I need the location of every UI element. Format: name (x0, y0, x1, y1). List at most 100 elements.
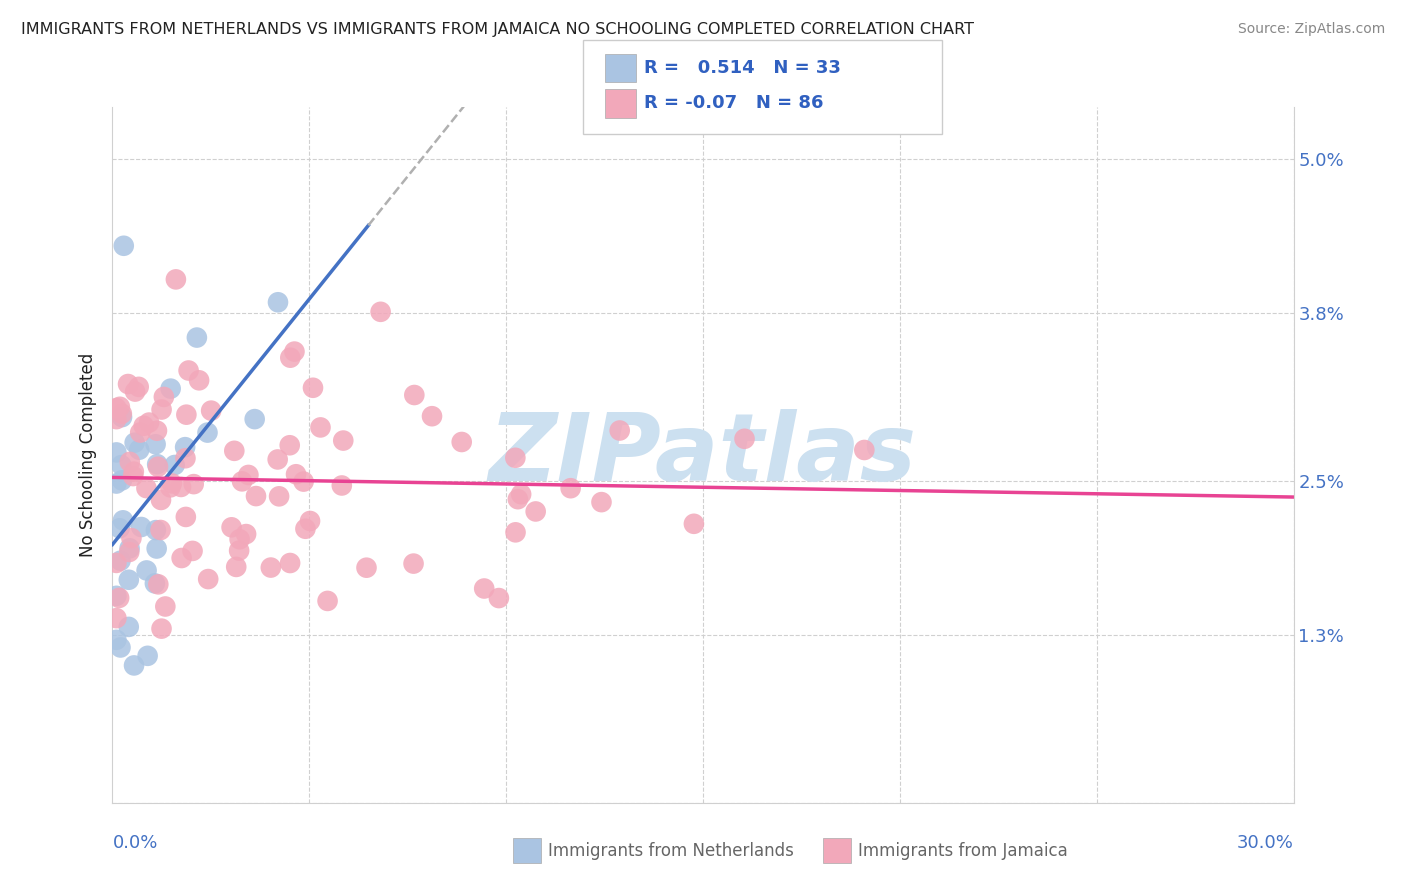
Point (283, 344, 305, 359)
Point (160, 476, 183, 491)
Point (110, 554, 132, 568)
Point (163, 458, 186, 472)
Point (260, 560, 283, 574)
Point (591, 495, 613, 509)
Point (278, 438, 301, 452)
Point (181, 544, 204, 558)
Point (266, 452, 288, 467)
Point (177, 363, 200, 377)
Point (105, 589, 128, 603)
Point (159, 480, 181, 494)
Point (118, 545, 141, 559)
Point (231, 475, 253, 489)
Point (235, 527, 257, 541)
Point (146, 424, 169, 438)
Point (302, 381, 325, 395)
Point (370, 305, 392, 319)
Point (853, 442, 876, 457)
Point (118, 541, 141, 556)
Point (200, 403, 222, 417)
Point (105, 401, 128, 415)
Point (609, 424, 631, 438)
Point (506, 492, 529, 507)
Point (136, 648, 159, 663)
Text: R = -0.07   N = 86: R = -0.07 N = 86 (644, 95, 824, 112)
Text: 0.0%: 0.0% (112, 834, 157, 852)
Point (117, 377, 139, 392)
Point (111, 410, 134, 425)
Point (150, 622, 173, 636)
Point (505, 450, 527, 465)
Point (135, 481, 157, 495)
Point (145, 541, 167, 556)
Point (472, 582, 495, 596)
Text: IMMIGRANTS FROM NETHERLANDS VS IMMIGRANTS FROM JAMAICA NO SCHOOLING COMPLETED CO: IMMIGRANTS FROM NETHERLANDS VS IMMIGRANT… (21, 22, 974, 37)
Point (146, 459, 169, 474)
Point (356, 560, 378, 574)
Point (278, 351, 301, 365)
Point (145, 437, 167, 451)
Point (560, 481, 582, 495)
Point (188, 373, 211, 387)
Point (402, 557, 425, 571)
Point (330, 478, 353, 492)
Text: Immigrants from Netherlands: Immigrants from Netherlands (548, 842, 794, 860)
Text: Source: ZipAtlas.com: Source: ZipAtlas.com (1237, 22, 1385, 37)
Point (118, 620, 141, 634)
Point (228, 533, 250, 547)
Point (155, 599, 177, 614)
Point (316, 594, 339, 608)
Point (174, 451, 197, 466)
Point (278, 556, 301, 570)
Point (108, 400, 131, 414)
Point (105, 412, 128, 426)
Point (197, 572, 219, 586)
Point (111, 407, 134, 421)
Point (299, 514, 322, 528)
Point (450, 435, 472, 450)
Point (170, 480, 193, 494)
Point (138, 416, 160, 430)
Text: Immigrants from Jamaica: Immigrants from Jamaica (858, 842, 1067, 860)
Point (285, 467, 308, 482)
Point (110, 640, 132, 655)
Point (124, 384, 146, 399)
Y-axis label: No Schooling Completed: No Schooling Completed (79, 353, 97, 557)
Point (108, 591, 131, 605)
Point (292, 475, 315, 489)
Point (238, 467, 260, 482)
Point (150, 492, 173, 507)
Point (148, 577, 170, 591)
Point (128, 442, 150, 457)
Point (488, 591, 510, 605)
Point (143, 576, 166, 591)
Point (225, 560, 247, 574)
Point (228, 543, 250, 558)
Point (105, 632, 128, 647)
Point (153, 390, 176, 404)
Point (174, 510, 197, 524)
Point (111, 513, 134, 527)
Point (135, 564, 157, 578)
Point (128, 380, 150, 394)
Point (105, 476, 128, 491)
Point (332, 434, 354, 448)
Point (734, 432, 756, 446)
Point (105, 556, 128, 570)
Point (683, 516, 706, 531)
Point (176, 408, 198, 422)
Point (183, 477, 205, 491)
Point (118, 455, 141, 469)
Text: ZIPatlas: ZIPatlas (489, 409, 917, 501)
Point (110, 458, 132, 472)
Point (122, 469, 145, 483)
Point (149, 523, 172, 537)
Point (420, 409, 443, 424)
Text: R =   0.514   N = 33: R = 0.514 N = 33 (644, 59, 841, 77)
Point (145, 523, 167, 537)
Point (159, 382, 181, 396)
Text: 30.0%: 30.0% (1237, 834, 1294, 852)
Point (129, 425, 152, 440)
Point (132, 418, 155, 433)
Point (524, 504, 547, 518)
